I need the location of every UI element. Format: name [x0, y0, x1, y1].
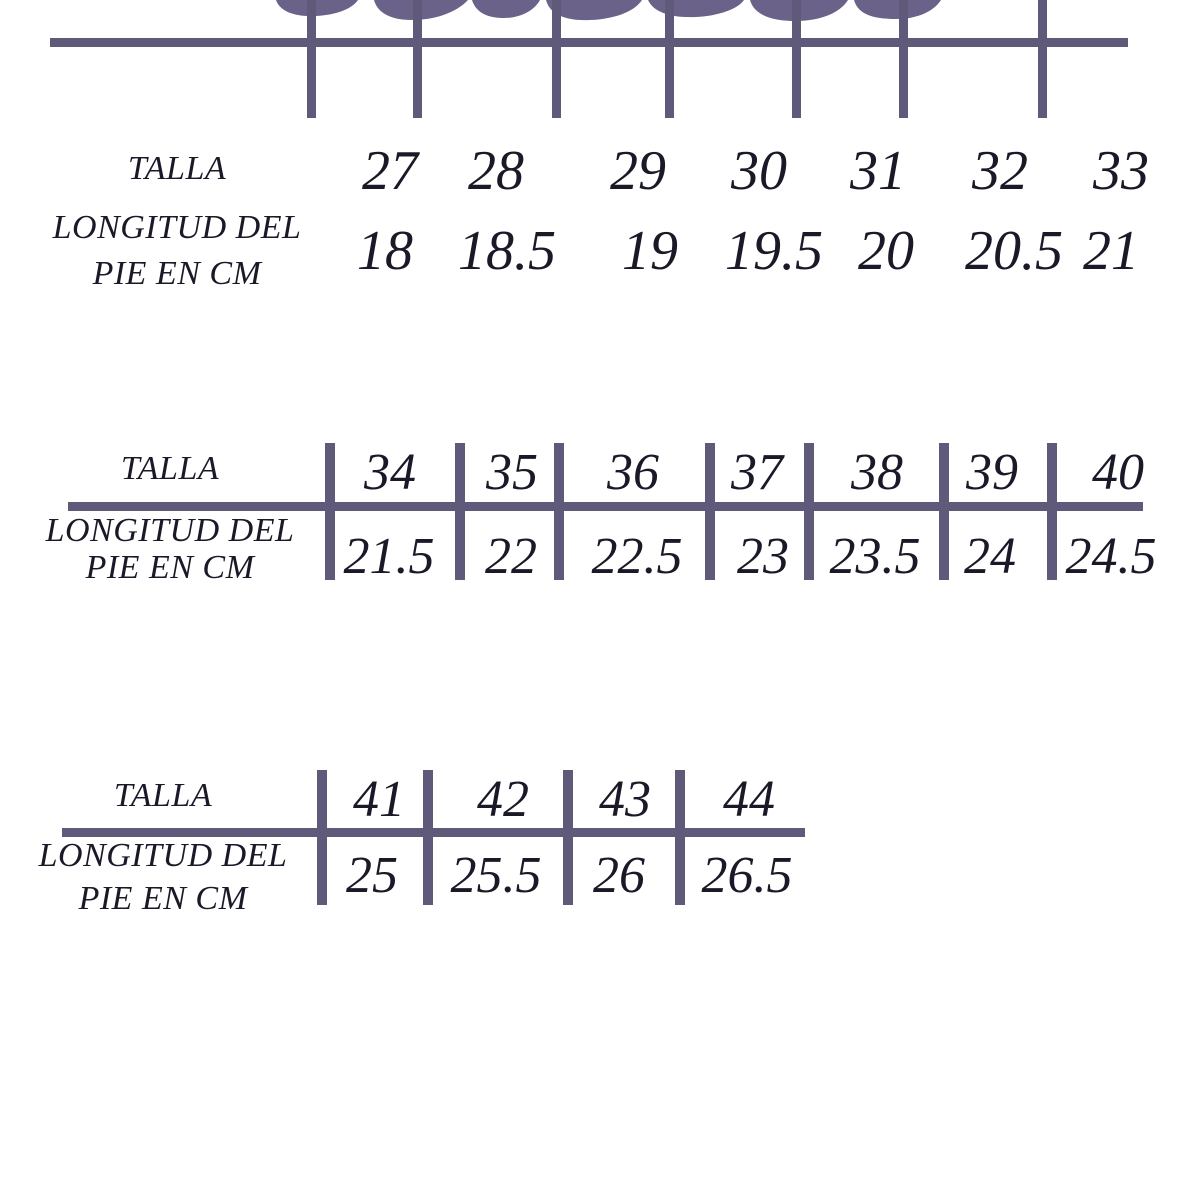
- length-value: 23: [737, 528, 789, 585]
- size-value: 42: [477, 771, 529, 828]
- size-value: 36: [607, 444, 659, 501]
- length-value: 18: [357, 220, 413, 282]
- length-value: 25.5: [450, 847, 542, 904]
- size-value: 33: [1093, 140, 1149, 202]
- column-tick: [552, 0, 561, 118]
- size-value: 41: [353, 771, 405, 828]
- table-divider-line: [62, 828, 805, 837]
- title-blob: [276, 0, 358, 17]
- length-value: 24.5: [1065, 528, 1157, 585]
- length-value: 18.5: [458, 220, 556, 282]
- size-row-label: TALLA: [120, 450, 220, 487]
- size-value: 40: [1092, 444, 1144, 501]
- length-row-label-line2: PIE EN CM: [78, 880, 248, 917]
- length-value: 25: [346, 847, 398, 904]
- length-value: 23.5: [829, 528, 921, 585]
- column-tick: [325, 443, 335, 580]
- size-value: 31: [850, 140, 906, 202]
- table-divider-line: [50, 38, 1128, 47]
- size-value: 35: [486, 444, 538, 501]
- size-value: 32: [972, 140, 1028, 202]
- column-tick: [455, 443, 465, 580]
- length-row-label-line1: LONGITUD DEL: [52, 209, 302, 246]
- length-value: 20.5: [965, 220, 1063, 282]
- length-value: 21.5: [343, 528, 435, 585]
- column-tick: [792, 0, 801, 118]
- column-tick: [665, 0, 674, 118]
- length-value: 21: [1083, 220, 1139, 282]
- length-value: 20: [858, 220, 914, 282]
- title-blob: [854, 0, 941, 19]
- table-divider-line: [68, 502, 1143, 511]
- size-row-label: TALLA: [113, 777, 213, 814]
- column-tick: [675, 770, 685, 905]
- column-tick: [563, 770, 573, 905]
- size-value: 44: [723, 771, 775, 828]
- column-tick: [554, 443, 564, 580]
- size-value: 39: [966, 444, 1018, 501]
- column-tick: [307, 0, 316, 118]
- length-value: 26: [593, 847, 645, 904]
- column-tick: [705, 443, 715, 580]
- size-value: 30: [731, 140, 787, 202]
- size-value: 27: [362, 140, 418, 202]
- length-value: 19: [622, 220, 678, 282]
- column-tick: [1047, 443, 1057, 580]
- length-row-label-line2: PIE EN CM: [85, 549, 255, 586]
- size-row-label: TALLA: [127, 150, 227, 187]
- length-value: 22.5: [591, 528, 683, 585]
- column-tick: [804, 443, 814, 580]
- length-value: 26.5: [701, 847, 793, 904]
- title-blob: [472, 0, 540, 18]
- size-value: 38: [851, 444, 903, 501]
- length-value: 22: [485, 528, 537, 585]
- column-tick: [317, 770, 327, 905]
- size-value: 28: [468, 140, 524, 202]
- length-row-label-line2: PIE EN CM: [92, 255, 262, 292]
- size-value: 29: [610, 140, 666, 202]
- length-value: 24: [964, 528, 1016, 585]
- cropped-title-remnant: [276, 0, 941, 21]
- column-tick: [413, 0, 422, 118]
- size-value: 37: [731, 444, 783, 501]
- column-tick: [1038, 0, 1047, 118]
- column-tick: [423, 770, 433, 905]
- title-blob: [546, 0, 642, 21]
- column-tick: [899, 0, 908, 118]
- column-tick: [939, 443, 949, 580]
- length-row-label-line1: LONGITUD DEL: [38, 837, 288, 874]
- length-value: 19.5: [725, 220, 823, 282]
- size-value: 43: [599, 771, 651, 828]
- size-value: 34: [364, 444, 416, 501]
- length-row-label-line1: LONGITUD DEL: [45, 512, 295, 549]
- title-blob: [648, 0, 744, 18]
